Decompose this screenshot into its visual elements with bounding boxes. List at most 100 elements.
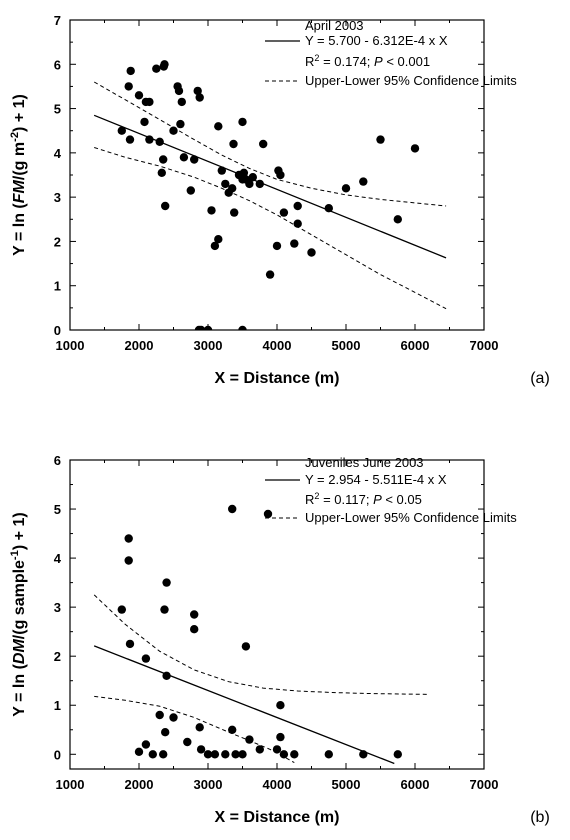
data-point (190, 625, 199, 634)
data-point (177, 97, 186, 107)
data-point (272, 241, 282, 251)
y-tick-label: 5 (54, 502, 61, 517)
data-point (410, 144, 420, 153)
data-point (238, 117, 247, 127)
data-point (239, 168, 249, 177)
data-point (293, 219, 302, 228)
data-point (248, 173, 257, 182)
data-point (230, 208, 239, 217)
x-tick-label: 1000 (56, 777, 85, 792)
legend-stats-part: 2 (314, 491, 319, 501)
y-axis-title-part: -1 (9, 550, 21, 560)
legend-stats-part: R (305, 492, 314, 507)
y-tick-label: 6 (54, 57, 61, 72)
data-point (161, 728, 170, 737)
data-point (290, 239, 299, 248)
legend-stats: R2 = 0.117; P < 0.05 (305, 491, 422, 507)
data-point (263, 509, 273, 519)
x-tick-label: 7000 (470, 777, 499, 792)
data-point (359, 177, 368, 186)
legend-stats-part: = 0.174; (319, 54, 374, 69)
data-point (228, 725, 237, 734)
data-point (124, 82, 133, 91)
data-point (203, 325, 213, 330)
data-point (124, 556, 133, 565)
y-tick-label: 3 (54, 600, 61, 615)
data-point (162, 671, 171, 680)
y-axis-title-part: DM (11, 639, 28, 665)
data-point (393, 750, 402, 759)
y-tick-label: 1 (54, 279, 61, 294)
data-point (124, 534, 133, 543)
data-point (125, 639, 135, 649)
data-point (141, 654, 151, 663)
y-tick-label: 2 (54, 234, 61, 249)
data-point (196, 325, 206, 330)
data-point (231, 750, 240, 759)
panel-label: (a) (530, 370, 550, 387)
data-point (190, 610, 199, 619)
panel-label: (b) (530, 809, 550, 826)
legend-stats: R2 = 0.174; P < 0.001 (305, 53, 430, 69)
legend-stats-part: < 0.05 (382, 492, 422, 507)
y-tick-label: 4 (54, 146, 62, 161)
y-tick-label: 1 (54, 698, 61, 713)
data-point (125, 135, 135, 144)
y-axis-title-part: ) + 1) (11, 94, 28, 132)
y-tick-label: 6 (54, 453, 61, 468)
y-axis-title-part: FM (11, 179, 28, 203)
ci-upper-line (93, 594, 429, 695)
data-point (169, 713, 178, 722)
y-axis-title-part: /(g sample (11, 560, 28, 639)
data-point (214, 122, 223, 131)
legend-stats-part: P (374, 54, 383, 69)
y-axis-title-part: Y = ln ( (11, 203, 28, 256)
y-axis-title-part: Y = ln ( (11, 663, 28, 716)
data-point (324, 750, 333, 759)
x-tick-label: 6000 (401, 777, 430, 792)
y-tick-label: 7 (54, 13, 61, 28)
legend-stats-part: 2 (314, 53, 319, 63)
x-tick-label: 2000 (125, 777, 154, 792)
x-tick-label: 4000 (263, 777, 292, 792)
data-point (393, 215, 402, 224)
ci-lower-line (94, 695, 295, 764)
y-tick-label: 0 (54, 747, 61, 762)
x-tick-label: 7000 (470, 338, 499, 353)
data-point (155, 710, 164, 720)
data-point (195, 723, 204, 732)
data-point (193, 86, 202, 96)
y-axis-title-part: /(g m (11, 142, 28, 180)
x-tick-label: 5000 (332, 338, 361, 353)
legend-stats-part: < 0.001 (383, 54, 430, 69)
x-tick-label: 5000 (332, 777, 361, 792)
data-point (186, 186, 195, 195)
plot-frame (69, 459, 485, 770)
data-point (221, 179, 230, 189)
y-tick-label: 2 (54, 649, 61, 664)
data-point (259, 139, 268, 149)
data-point (341, 184, 351, 193)
y-tick-label: 0 (54, 323, 61, 338)
data-point (210, 241, 220, 251)
plot-area (93, 60, 447, 330)
data-point (229, 139, 238, 149)
data-point (221, 750, 230, 759)
data-point (272, 745, 282, 754)
data-point (134, 91, 144, 100)
data-point (228, 184, 237, 193)
data-point (265, 270, 275, 279)
legend-ci-label: Upper-Lower 95% Confidence Limits (305, 510, 517, 525)
ci-upper-line (93, 81, 447, 207)
x-tick-label: 3000 (194, 338, 223, 353)
data-point (148, 750, 157, 759)
data-point (276, 701, 285, 710)
data-point (293, 201, 302, 211)
data-point (145, 135, 154, 144)
y-axis-title-part: ) + 1) (11, 512, 28, 550)
y-axis-title-part: -2 (9, 132, 21, 142)
data-point (159, 750, 168, 759)
data-point (245, 179, 254, 189)
data-point (359, 750, 368, 759)
